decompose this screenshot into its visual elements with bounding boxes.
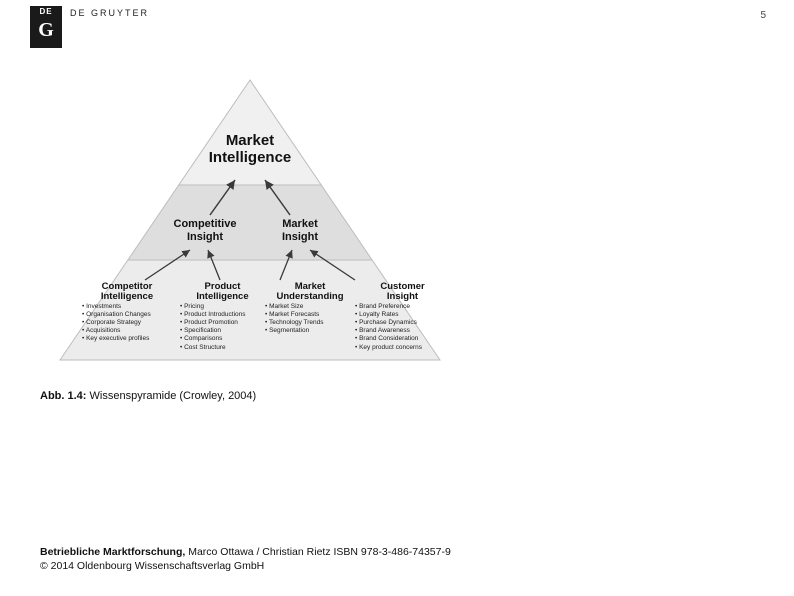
list-item: Pricing (180, 303, 265, 311)
pyramid-base-1-items: PricingProduct IntroductionsProduct Prom… (180, 303, 265, 352)
list-item: Acquisitions (82, 327, 172, 335)
pyramid-mid-right: Market Insight (260, 218, 340, 243)
pyramid-mid-right-line1: Market (260, 218, 340, 231)
footer-line1: Betriebliche Marktforschung, Marco Ottaw… (40, 545, 451, 560)
figure-caption: Abb. 1.4: Wissenspyramide (Crowley, 2004… (40, 390, 256, 402)
pyramid-figure: Market Intelligence Competitive Insight … (40, 70, 460, 380)
list-item: Purchase Dynamics (355, 319, 450, 327)
list-item: Key product concerns (355, 344, 450, 352)
pyramid-base-0-title2: Intelligence (82, 292, 172, 302)
header: DE G DE GRUYTER (30, 6, 149, 48)
list-item: Technology Trends (265, 319, 355, 327)
pyramid-mid-left-line2: Insight (160, 231, 250, 244)
footer-copyright: © 2014 Oldenbourg Wissenschaftsverlag Gm… (40, 559, 451, 574)
list-item: Organisation Changes (82, 311, 172, 319)
publisher-name: DE GRUYTER (70, 8, 149, 18)
list-item: Brand Preference (355, 303, 450, 311)
list-item: Segmentation (265, 327, 355, 335)
pyramid-base-col-1: Product Intelligence PricingProduct Intr… (180, 282, 265, 352)
list-item: Investments (82, 303, 172, 311)
pyramid-base-3-title2: Insight (355, 292, 450, 302)
list-item: Comparisons (180, 335, 265, 343)
list-item: Brand Consideration (355, 335, 450, 343)
list-item: Market Size (265, 303, 355, 311)
list-item: Loyalty Rates (355, 311, 450, 319)
footer-authors: Marco Ottawa / Christian Rietz ISBN 978-… (188, 546, 451, 558)
footer-title: Betriebliche Marktforschung, (40, 546, 185, 558)
pyramid-base-2-title2: Understanding (265, 292, 355, 302)
pyramid-base-0-items: InvestmentsOrganisation ChangesCorporate… (82, 303, 172, 344)
pyramid-base-1-title2: Intelligence (180, 292, 265, 302)
pyramid-top-line2: Intelligence (200, 149, 300, 166)
list-item: Key executive profiles (82, 335, 172, 343)
pyramid-mid-left-line1: Competitive (160, 218, 250, 231)
page-number: 5 (760, 10, 766, 21)
pyramid-base-col-3: Customer Insight Brand PreferenceLoyalty… (355, 282, 450, 352)
pyramid-base-3-items: Brand PreferenceLoyalty RatesPurchase Dy… (355, 303, 450, 352)
pyramid-top-line1: Market (200, 132, 300, 149)
footer: Betriebliche Marktforschung, Marco Ottaw… (40, 545, 451, 574)
list-item: Brand Awareness (355, 327, 450, 335)
pyramid-base-col-2: Market Understanding Market SizeMarket F… (265, 282, 355, 335)
list-item: Cost Structure (180, 344, 265, 352)
caption-label: Abb. 1.4: (40, 390, 86, 402)
publisher-logo: DE G (30, 6, 62, 48)
list-item: Product Promotion (180, 319, 265, 327)
pyramid-top: Market Intelligence (200, 132, 300, 167)
logo-g-text: G (38, 19, 54, 41)
logo-de-text: DE (39, 8, 52, 17)
list-item: Market Forecasts (265, 311, 355, 319)
list-item: Product Introductions (180, 311, 265, 319)
pyramid-mid-left: Competitive Insight (160, 218, 250, 243)
list-item: Specification (180, 327, 265, 335)
pyramid-base-2-items: Market SizeMarket ForecastsTechnology Tr… (265, 303, 355, 336)
caption-text: Wissenspyramide (Crowley, 2004) (90, 390, 257, 402)
list-item: Corporate Strategy (82, 319, 172, 327)
pyramid-base-col-0: Competitor Intelligence InvestmentsOrgan… (82, 282, 172, 344)
pyramid-mid-right-line2: Insight (260, 231, 340, 244)
